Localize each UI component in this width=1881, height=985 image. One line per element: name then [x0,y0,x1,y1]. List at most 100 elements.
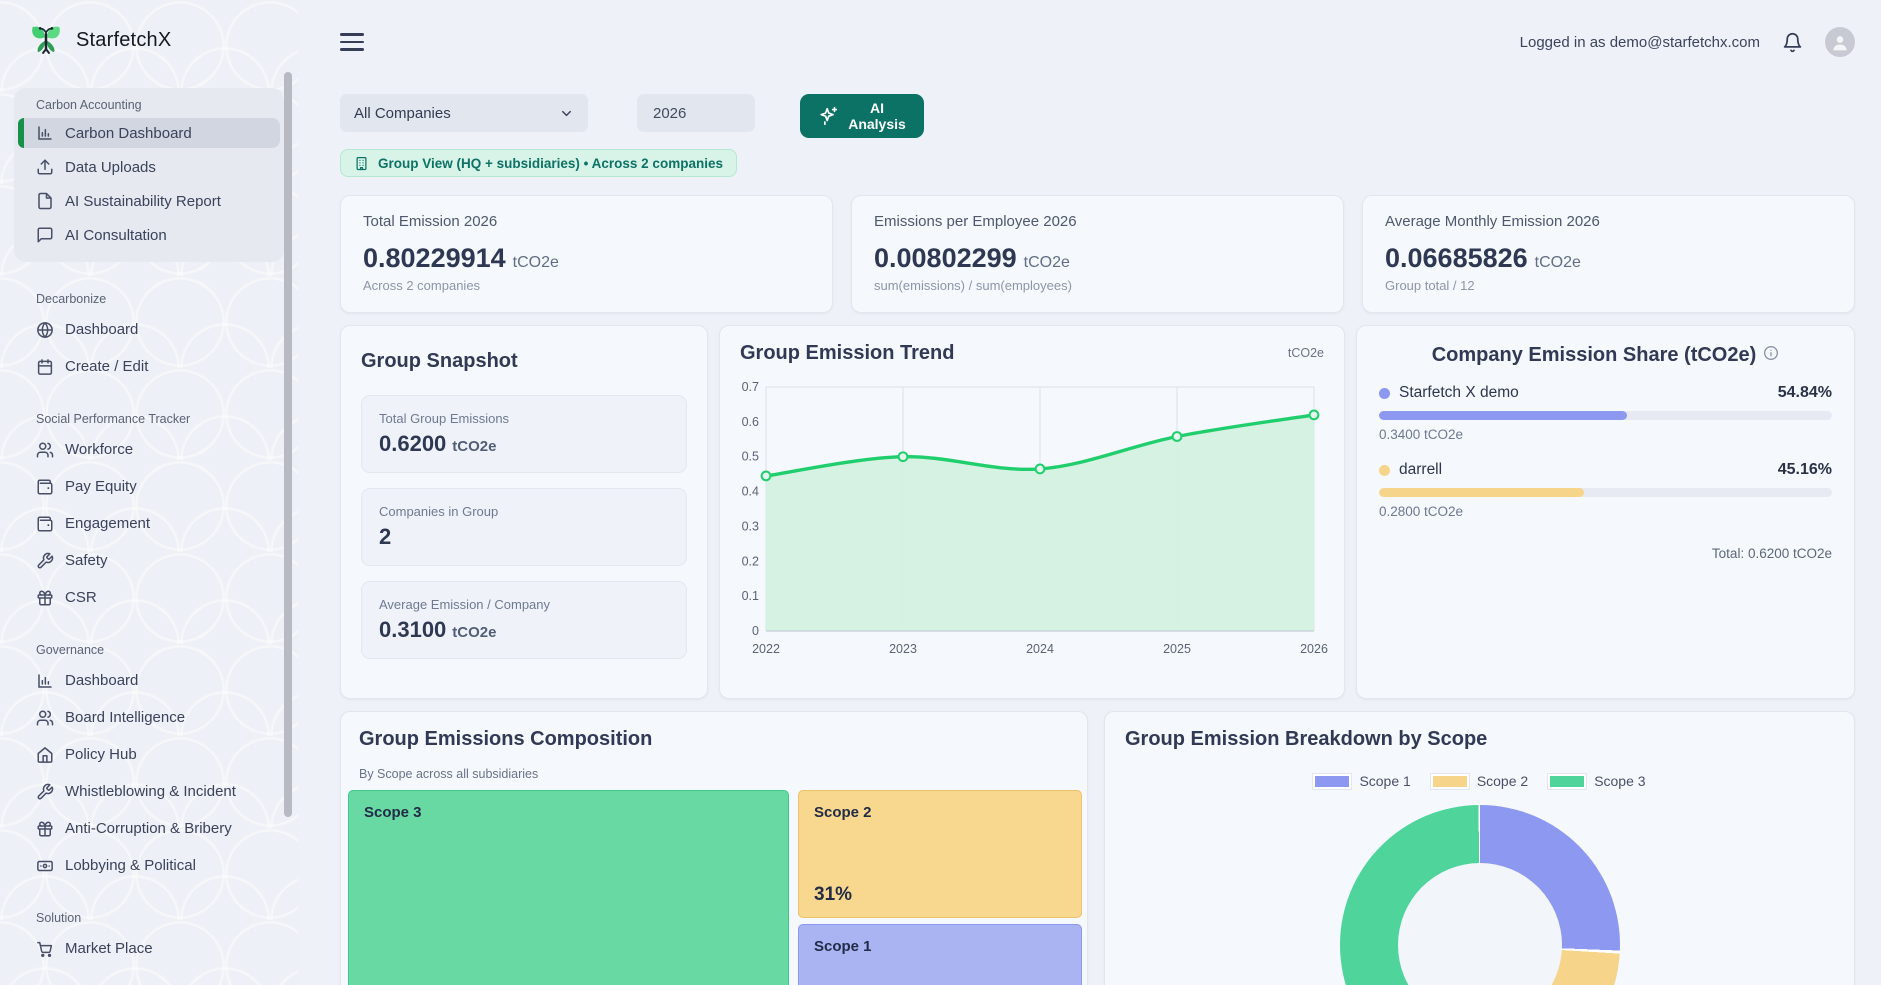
group-view-badge: Group View (HQ + subsidiaries) • Across … [340,149,737,177]
sidebar-section-header: Decarbonize [36,292,107,306]
sidebar-item-policy-hub[interactable]: Policy Hub [14,739,284,770]
sidebar: StarfetchX Carbon Accounting Carbon Dashb… [0,0,298,985]
sidebar-item-label: Whistleblowing & Incident [65,783,236,800]
svg-text:0: 0 [752,624,759,638]
brand[interactable]: StarfetchX [0,0,298,60]
share-percentage: 54.84% [1777,384,1832,401]
sidebar-item-anti-corruption-bribery[interactable]: Anti-Corruption & Bribery [14,813,284,844]
sidebar-item-lobbying-political[interactable]: Lobbying & Political [14,850,284,881]
treemap-block-label: Scope 3 [364,804,422,821]
stat-card-unit: tCO2e [1023,254,1070,271]
snapshot-box-unit: tCO2e [452,624,497,641]
menu-button[interactable] [340,31,366,53]
treemap-block-scope-2[interactable]: Scope 2 31% [798,790,1082,918]
series-color-dot [1379,464,1390,476]
svg-text:2023: 2023 [889,642,917,656]
logged-in-text: Logged in as demo@starfetchx.com [1519,33,1760,51]
emissions-composition-subtitle: By Scope across all subsidiaries [359,767,539,781]
main-content: Logged in as demo@starfetchx.com All Com… [298,0,1881,985]
year-input[interactable] [637,94,755,132]
share-progress-fill [1379,411,1628,420]
sidebar-item-csr[interactable]: CSR [14,582,284,613]
brand-name: StarfetchX [76,28,172,51]
bottom-row: Group Emissions Composition By Scope acr… [340,711,1855,985]
treemap-block-scope-3[interactable]: Scope 344% [348,790,789,985]
sidebar-section-header: Solution [36,911,82,925]
svg-text:0.5: 0.5 [742,450,759,464]
scope-donut-chart [1339,805,1620,985]
stat-card-title: Emissions per Employee 2026 [874,213,1077,230]
topbar: Logged in as demo@starfetchx.com [340,22,1855,62]
sidebar-item-carbon-dashboard[interactable]: Carbon Dashboard [18,118,280,148]
sidebar-section-header: Carbon Accounting [36,98,142,112]
scope-breakdown-card: Group Emission Breakdown by Scope Scope … [1104,711,1855,985]
group-snapshot-title: Group Snapshot [361,350,518,372]
globe-icon [36,321,54,339]
gift-icon [36,820,54,838]
svg-text:0.6: 0.6 [742,415,759,429]
share-row-starfetch-x-demo: Starfetch X demo 54.84% 0.3400 tCO2e [1379,384,1832,442]
emission-trend-title: Group Emission Trend [740,342,955,364]
stat-card-title: Total Emission 2026 [363,213,498,230]
snapshot-box-companies-in-group: Companies in Group 2 [361,488,687,566]
legend-swatch [1313,773,1352,789]
stat-cards-row: Total Emission 2026 0.80229914 tCO2e Across… [340,195,1855,313]
snapshot-box-label: Total Group Emissions [379,411,510,426]
sidebar-item-safety[interactable]: Safety [14,545,284,576]
sidebar-item-dashboard[interactable]: Dashboard [14,314,284,345]
emission-share-title: Company Emission Share (tCO2e) [1431,344,1757,366]
sidebar-item-whistleblowing-incident[interactable]: Whistleblowing & Incident [14,776,284,807]
notifications-bell-icon[interactable] [1782,32,1803,53]
stat-card-value: 0.00802299 [874,243,1017,273]
snapshot-box-label: Average Emission / Company [379,597,551,612]
legend-item-scope-1[interactable]: Scope 1 [1313,773,1411,789]
sidebar-item-ai-sustainability-report[interactable]: AI Sustainability Report [18,186,280,216]
sidebar-item-ai-consultation[interactable]: AI Consultation [18,220,280,250]
sidebar-item-data-uploads[interactable]: Data Uploads [18,152,280,182]
building-icon [356,156,367,170]
sidebar-item-board-intelligence[interactable]: Board Intelligence [14,702,284,733]
snapshot-box-label: Companies in Group [379,504,499,519]
sidebar-item-dashboard[interactable]: Dashboard [14,665,284,696]
sidebar-item-label: Policy Hub [65,746,137,763]
emission-trend-chart: 0 0.1 0.2 0.3 0.4 0.5 0.6 0.7 2022 2023 2024 2025 20… [742,380,1328,656]
info-icon[interactable] [1763,345,1779,361]
chat-icon [36,226,54,244]
stat-card-unit: tCO2e [1534,254,1581,271]
sidebar-item-label: Workforce [65,441,134,458]
home-icon [36,746,54,764]
sidebar-scrollbar[interactable] [284,72,292,817]
share-progress-track [1379,411,1832,420]
wrench-icon [36,783,54,801]
user-avatar[interactable] [1825,27,1855,57]
sidebar-item-label: Board Intelligence [65,709,186,726]
sidebar-section-decarbonize: Decarbonize Dashboard Create / Edit [14,292,284,382]
sidebar-item-label: Carbon Dashboard [65,124,192,142]
sidebar-section-header: Governance [36,643,105,657]
sidebar-item-workforce[interactable]: Workforce [14,434,284,465]
emission-share-total: Total: 0.6200 tCO2e [1711,546,1832,561]
emissions-composition-card: Group Emissions Composition By Scope acr… [340,711,1088,985]
legend-item-scope-2[interactable]: Scope 2 [1430,773,1528,789]
brand-logo-icon [32,26,60,54]
ai-analysis-button[interactable]: AI Analysis [800,94,924,138]
users-icon [36,441,54,459]
scope-breakdown-legend: Scope 1 Scope 2 Scope 3 [1125,773,1834,789]
treemap-block-percentage: 31% [814,884,853,905]
series-color-dot [1379,387,1390,399]
treemap-block-scope-1[interactable]: Scope 126% [798,924,1082,985]
company-select[interactable]: All Companies [340,94,588,132]
stat-card-average-monthly-emission-2026: Average Monthly Emission 2026 0.06685826 t… [1362,195,1855,313]
snapshot-box-unit: tCO2e [452,438,497,455]
svg-text:2024: 2024 [1026,642,1054,656]
sidebar-item-label: Pay Equity [65,478,137,495]
sidebar-item-market-place[interactable]: Market Place [14,933,284,964]
sidebar-item-pay-equity[interactable]: Pay Equity [14,471,284,502]
stat-card-title: Average Monthly Emission 2026 [1385,213,1600,230]
sidebar-item-engagement[interactable]: Engagement [14,508,284,539]
filter-bar: All Companies AI Analysis [340,94,1855,138]
sidebar-item-create-edit[interactable]: Create / Edit [14,351,284,382]
emission-trend-card: Group Emission Trend tCO2e 0 0.1 0.2 0.3 0.4… [719,325,1345,699]
legend-item-scope-3[interactable]: Scope 3 [1548,773,1646,789]
stat-card-value: 0.06685826 [1385,243,1528,273]
